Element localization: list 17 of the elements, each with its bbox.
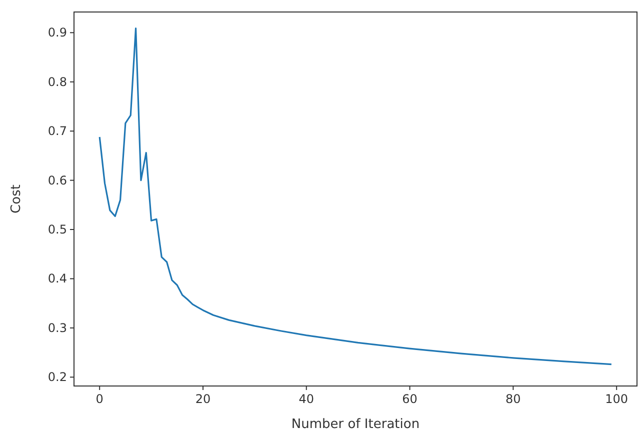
x-tick-label: 40 [298, 392, 314, 406]
x-tick-label: 0 [96, 392, 104, 406]
y-tick-label: 0.9 [48, 26, 67, 40]
y-tick-label: 0.2 [48, 370, 67, 384]
x-axis-title: Number of Iteration [291, 417, 420, 432]
x-tick-label: 100 [605, 392, 628, 406]
line-series [98, 27, 612, 366]
y-tick-label: 0.7 [48, 124, 67, 138]
y-axis-title: Cost [9, 184, 24, 214]
y-tick-label: 0.6 [48, 173, 67, 188]
y-tick-label: 0.5 [48, 222, 67, 237]
y-tick-label: 0.3 [48, 320, 67, 335]
x-tick-label: 80 [506, 392, 521, 406]
y-tick-label: 0.4 [48, 272, 67, 286]
y-tick-label: 0.8 [48, 74, 67, 89]
x-tick-label: 20 [195, 392, 211, 406]
x-tick-label: 60 [402, 392, 418, 406]
